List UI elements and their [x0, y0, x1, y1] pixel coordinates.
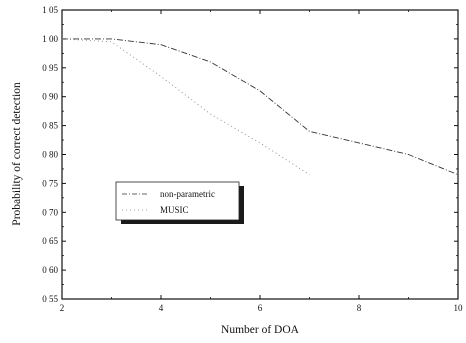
legend-box	[115, 181, 240, 221]
y-tick-label: 0 85	[42, 121, 58, 131]
series-line-non-parametric	[62, 38, 459, 176]
y-tick-label: 0 70	[42, 207, 58, 217]
y-tick-label: 0 95	[42, 63, 58, 73]
legend: non-parametric MUSIC	[115, 181, 244, 224]
y-axis-ticks: 0 55 0 60 0 65 0 70 0 75 0 80 0 85 0 90 0 95 1 00…	[42, 5, 458, 304]
y-axis-title: Probability of correct detection	[11, 82, 23, 226]
series-layer	[61, 38, 459, 176]
y-tick-label: 0 60	[42, 265, 58, 275]
y-tick-label: 0 80	[42, 150, 58, 160]
plot-frame	[61, 9, 459, 300]
x-axis-ticks: 2 4 6 8 10	[60, 10, 463, 313]
legend-label-non-parametric: non-parametric	[160, 189, 215, 199]
x-tick-label: 8	[357, 303, 362, 313]
y-tick-label: 0 55	[42, 294, 58, 304]
y-tick-label: 1 00	[42, 34, 58, 44]
y-tick-label: 0 90	[42, 92, 58, 102]
x-tick-label: 2	[60, 303, 65, 313]
y-tick-label: 1 05	[42, 5, 58, 15]
x-axis-title: Number of DOA	[221, 324, 300, 336]
x-tick-label: 4	[159, 303, 164, 313]
x-tick-label: 6	[258, 303, 263, 313]
plot-border	[61, 9, 459, 300]
y-tick-label: 0 75	[42, 178, 58, 188]
y-tick-label: 0 65	[42, 236, 58, 246]
legend-label-music: MUSIC	[160, 205, 189, 215]
x-tick-label: 10	[454, 303, 464, 313]
